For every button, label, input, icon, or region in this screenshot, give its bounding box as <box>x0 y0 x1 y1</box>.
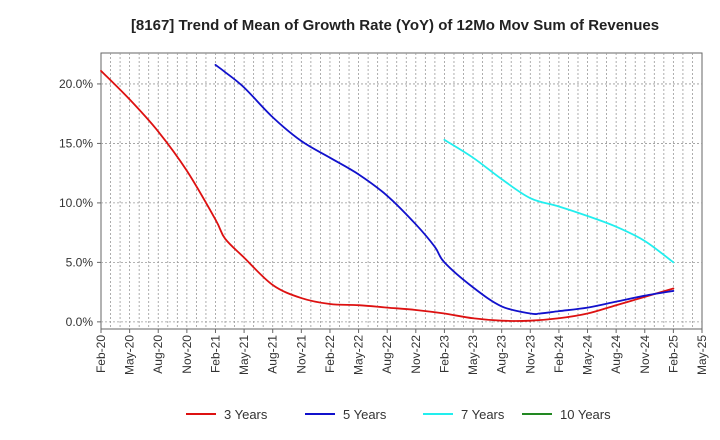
grid <box>101 53 702 329</box>
legend: 3 Years 5 Years 7 Years 10 Years <box>186 407 611 422</box>
x-tick-label: May-22 <box>352 335 366 375</box>
x-tick-label: Nov-22 <box>409 335 423 374</box>
x-tick-label: May-21 <box>237 335 251 375</box>
y-tick-label: 0.0% <box>66 315 94 329</box>
x-tick-label: May-25 <box>695 335 709 375</box>
series-line-5-years <box>214 64 675 316</box>
series-line-7-years <box>443 138 675 264</box>
x-tick-label: Nov-20 <box>180 335 194 374</box>
x-tick-label: Feb-24 <box>552 335 566 373</box>
x-tick-label: Feb-22 <box>323 335 337 373</box>
legend-label-3-years: 3 Years <box>224 407 268 422</box>
x-tick-label: May-23 <box>466 335 480 375</box>
x-tick-label: Aug-22 <box>380 335 394 374</box>
x-tick-label: May-24 <box>581 335 595 375</box>
legend-label-5-years: 5 Years <box>343 407 387 422</box>
legend-label-10-years: 10 Years <box>560 407 611 422</box>
x-tick-label: Aug-24 <box>609 335 623 374</box>
x-tick-label: Nov-24 <box>638 335 652 374</box>
x-tick-label: Nov-21 <box>294 335 308 374</box>
x-tick-label: Nov-23 <box>523 335 537 374</box>
series-line-3-years <box>100 69 675 322</box>
x-tick-label: Feb-20 <box>94 335 108 373</box>
x-tick-label: Feb-23 <box>437 335 451 373</box>
y-tick-label: 20.0% <box>59 77 93 91</box>
x-tick-label: Aug-23 <box>495 335 509 374</box>
x-tick-label: Feb-21 <box>208 335 222 373</box>
x-tick-label: Aug-20 <box>151 335 165 374</box>
plot-area <box>100 52 703 330</box>
y-tick-label: 10.0% <box>59 196 93 210</box>
chart-title: [8167] Trend of Mean of Growth Rate (YoY… <box>131 17 659 34</box>
y-tick-label: 15.0% <box>59 136 93 150</box>
axes: 0.0% 5.0% 10.0% 15.0% 20.0% Feb-20 May-20 Aug-2… <box>59 77 709 375</box>
y-tick-label: 5.0% <box>66 255 94 269</box>
x-tick-label: Aug-21 <box>266 335 280 374</box>
x-tick-label: May-20 <box>123 335 137 375</box>
x-tick-label: Feb-25 <box>666 335 680 373</box>
legend-label-7-years: 7 Years <box>461 407 505 422</box>
series-lines <box>100 64 675 322</box>
